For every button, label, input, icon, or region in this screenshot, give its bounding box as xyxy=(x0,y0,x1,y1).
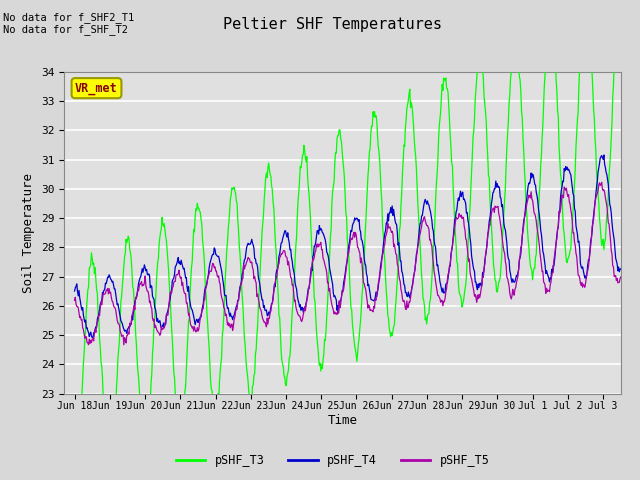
Legend: pSHF_T3, pSHF_T4, pSHF_T5: pSHF_T3, pSHF_T4, pSHF_T5 xyxy=(172,449,494,472)
Line: pSHF_T5: pSHF_T5 xyxy=(75,182,621,345)
Text: Peltier SHF Temperatures: Peltier SHF Temperatures xyxy=(223,17,442,32)
pSHF_T4 xyxy=(148,284,156,289)
pSHF_T4 xyxy=(477,280,484,286)
pSHF_T5 xyxy=(120,342,127,348)
pSHF_T5 xyxy=(617,274,625,280)
pSHF_T4 xyxy=(73,281,81,287)
Text: VR_met: VR_met xyxy=(75,82,118,95)
pSHF_T3 xyxy=(74,457,81,463)
pSHF_T4 xyxy=(600,152,608,158)
pSHF_T3 xyxy=(477,57,484,62)
pSHF_T4 xyxy=(463,210,471,216)
pSHF_T5 xyxy=(463,244,471,250)
pSHF_T5 xyxy=(73,303,81,309)
Text: No data for f_SHF2_T1
No data for f_SHF_T2: No data for f_SHF2_T1 No data for f_SHF_… xyxy=(3,12,134,36)
Line: pSHF_T3: pSHF_T3 xyxy=(75,0,621,473)
pSHF_T3 xyxy=(325,268,333,274)
Line: pSHF_T4: pSHF_T4 xyxy=(75,155,621,337)
pSHF_T4 xyxy=(305,286,312,291)
pSHF_T4 xyxy=(71,288,79,294)
pSHF_T5 xyxy=(71,298,79,303)
Y-axis label: Soil Temperature: Soil Temperature xyxy=(22,173,35,293)
pSHF_T3 xyxy=(148,372,156,377)
pSHF_T5 xyxy=(305,288,312,294)
pSHF_T5 xyxy=(477,291,484,297)
pSHF_T3 xyxy=(463,257,471,263)
pSHF_T4 xyxy=(617,266,625,272)
X-axis label: Time: Time xyxy=(328,414,357,427)
pSHF_T5 xyxy=(598,180,605,185)
pSHF_T5 xyxy=(148,306,156,312)
pSHF_T3 xyxy=(71,464,79,469)
pSHF_T5 xyxy=(325,288,333,294)
pSHF_T4 xyxy=(88,335,96,340)
pSHF_T3 xyxy=(72,470,79,476)
pSHF_T4 xyxy=(325,258,333,264)
pSHF_T3 xyxy=(305,185,312,191)
